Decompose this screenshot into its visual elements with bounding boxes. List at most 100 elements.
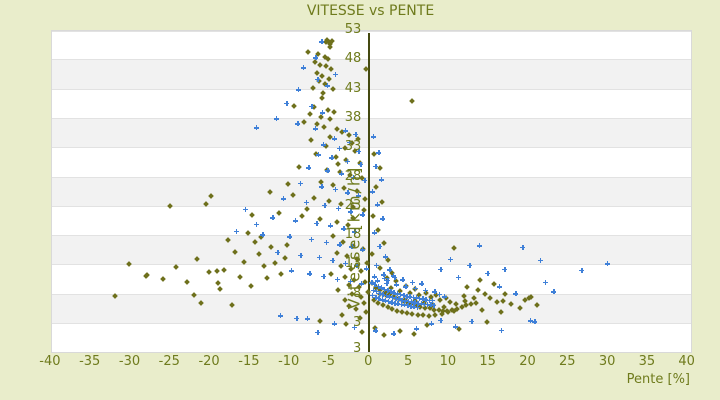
data-point-serie-blue — [349, 244, 355, 250]
y-tick-label: 8 — [353, 285, 362, 301]
data-point-serie-blue — [498, 327, 504, 333]
data-point-serie-blue — [307, 271, 313, 277]
data-point-serie-blue — [393, 295, 399, 301]
data-point-serie-blue — [527, 318, 533, 324]
data-point-serie-olive — [396, 328, 403, 335]
data-point-serie-blue — [476, 243, 482, 249]
data-point-serie-olive — [464, 284, 471, 291]
data-point-serie-olive — [215, 280, 221, 287]
data-point-serie-blue — [403, 284, 409, 290]
data-point-serie-blue — [337, 242, 343, 248]
gridline — [52, 176, 691, 178]
data-point-serie-blue — [397, 291, 403, 297]
data-point-serie-blue — [378, 177, 384, 182]
data-point-serie-blue — [378, 285, 384, 291]
data-point-serie-blue — [398, 301, 404, 307]
data-point-serie-blue — [537, 257, 543, 263]
y-tick-label: 28 — [344, 168, 362, 184]
data-point-serie-blue — [404, 293, 410, 299]
data-point-serie-blue — [284, 100, 290, 106]
data-point-serie-olive — [291, 102, 298, 109]
data-point-serie-olive — [305, 48, 311, 55]
data-point-serie-blue — [432, 289, 438, 295]
x-tick-label: -35 — [79, 354, 101, 369]
data-point-serie-blue — [455, 274, 461, 280]
data-point-serie-blue — [350, 174, 356, 180]
data-point-serie-blue — [316, 254, 322, 260]
x-tick-label: 40 — [678, 354, 695, 369]
data-point-serie-olive — [216, 286, 223, 292]
gridline — [52, 31, 691, 32]
data-point-serie-blue — [410, 294, 416, 300]
data-point-serie-blue — [393, 282, 399, 288]
data-point-serie-blue — [287, 234, 293, 240]
data-point-serie-blue — [369, 280, 375, 286]
data-point-serie-blue — [277, 313, 283, 319]
data-point-serie-blue — [373, 288, 379, 294]
gridline — [52, 293, 691, 295]
data-point-serie-blue — [374, 278, 380, 284]
y-tick-label: 33 — [344, 139, 362, 155]
data-point-serie-blue — [344, 158, 350, 164]
plot-band — [52, 118, 691, 148]
data-point-serie-blue — [314, 220, 320, 226]
data-point-serie-blue — [332, 71, 338, 77]
data-point-serie-blue — [280, 196, 286, 202]
data-point-serie-blue — [322, 202, 328, 208]
data-point-serie-blue — [373, 328, 379, 334]
data-point-serie-blue — [407, 294, 413, 300]
data-point-serie-blue — [391, 290, 397, 296]
data-point-serie-blue — [373, 294, 379, 300]
data-point-serie-blue — [363, 266, 369, 272]
gridline — [52, 264, 691, 266]
data-point-serie-blue — [394, 291, 400, 297]
data-point-serie-blue — [408, 299, 414, 305]
data-point-serie-blue — [408, 303, 414, 309]
data-point-serie-blue — [336, 145, 342, 151]
data-point-serie-blue — [429, 297, 435, 303]
data-point-serie-olive — [206, 269, 213, 275]
data-point-serie-blue — [295, 121, 301, 127]
x-tick-label: -10 — [278, 354, 300, 369]
data-point-serie-olive — [409, 98, 416, 104]
x-tick-label: 30 — [598, 354, 616, 369]
data-point-serie-blue — [319, 39, 325, 45]
data-point-serie-blue — [388, 288, 394, 294]
data-point-serie-olive — [411, 331, 417, 337]
data-point-serie-olive — [214, 268, 221, 274]
data-point-serie-blue — [391, 331, 397, 337]
data-point-serie-blue — [502, 266, 508, 272]
data-point-serie-blue — [401, 302, 407, 308]
data-point-serie-blue — [331, 136, 337, 141]
data-point-serie-blue — [381, 286, 387, 292]
data-point-serie-blue — [413, 326, 419, 332]
data-point-serie-blue — [292, 218, 298, 223]
data-point-serie-blue — [303, 199, 309, 205]
data-point-serie-olive — [249, 211, 256, 218]
data-point-serie-blue — [392, 300, 398, 306]
data-point-serie-blue — [351, 324, 357, 330]
data-point-serie-blue — [389, 300, 395, 305]
gridline — [52, 147, 691, 149]
data-point-serie-blue — [320, 142, 326, 148]
data-point-serie-blue — [288, 268, 294, 274]
data-point-serie-blue — [319, 110, 325, 116]
data-point-serie-blue — [423, 297, 429, 303]
data-point-serie-blue — [376, 150, 382, 156]
data-point-serie-blue — [331, 321, 337, 327]
data-point-serie-blue — [379, 297, 385, 303]
x-tick-label: -30 — [118, 354, 141, 369]
data-point-serie-olive — [237, 273, 244, 280]
y-tick-label: 3 — [353, 315, 362, 330]
data-point-serie-blue — [312, 126, 318, 132]
data-point-serie-blue — [253, 125, 259, 131]
data-point-serie-blue — [513, 291, 519, 297]
data-point-serie-blue — [441, 294, 447, 300]
y-tick-label: 48 — [344, 51, 362, 67]
data-point-serie-blue — [405, 298, 411, 304]
y-tick-label: 53 — [344, 22, 362, 38]
gridline — [52, 118, 691, 119]
data-point-serie-blue — [376, 295, 382, 301]
data-point-serie-blue — [323, 239, 329, 245]
